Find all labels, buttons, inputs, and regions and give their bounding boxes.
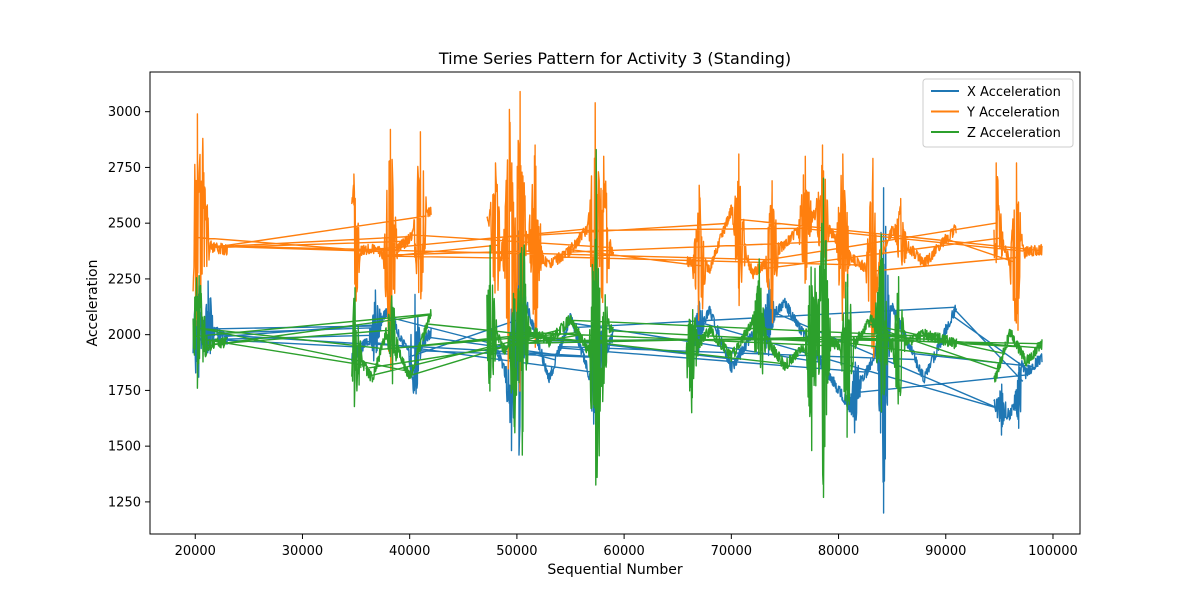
y-axis-label: Acceleration (85, 260, 101, 347)
x-tick-label: 60000 (603, 544, 644, 559)
series-line-z-acceleration (192, 148, 1043, 499)
series-line-y-acceleration (192, 90, 1043, 392)
chart-title: Time Series Pattern for Activity 3 (Stan… (438, 49, 791, 68)
legend-label: X Acceleration (967, 85, 1061, 100)
y-tick-label: 1750 (108, 384, 141, 399)
legend: X Acceleration Y Acceleration Z Accelerati… (922, 78, 1074, 148)
y-tick-label: 2750 (108, 161, 141, 176)
x-tick-label: 80000 (818, 544, 859, 559)
y-tick-label: 1250 (108, 495, 141, 510)
legend-label: Z Acceleration (967, 126, 1061, 141)
x-tick-label: 20000 (175, 544, 216, 559)
x-tick-label: 70000 (711, 544, 752, 559)
legend-box (922, 78, 1074, 148)
plot-lines (192, 90, 1043, 514)
x-axis-label: Sequential Number (547, 562, 683, 578)
x-tick-label: 40000 (389, 544, 430, 559)
x-tick-label: 90000 (925, 544, 966, 559)
legend-label: Y Acceleration (966, 106, 1060, 121)
plot-frame (149, 71, 1081, 535)
y-tick-label: 2000 (108, 328, 141, 343)
y-axis: 1250 1500 1750 2000 2250 2500 2750 3000 (108, 105, 150, 510)
y-tick-label: 2250 (108, 272, 141, 287)
y-tick-label: 2500 (108, 217, 141, 232)
y-tick-label: 3000 (108, 105, 141, 120)
x-tick-label: 50000 (496, 544, 537, 559)
x-tick-label: 30000 (282, 544, 323, 559)
x-tick-label: 100000 (1028, 544, 1078, 559)
x-axis: 20000 30000 40000 50000 60000 70000 80000 90000… (175, 534, 1078, 559)
y-tick-label: 1500 (108, 440, 141, 455)
